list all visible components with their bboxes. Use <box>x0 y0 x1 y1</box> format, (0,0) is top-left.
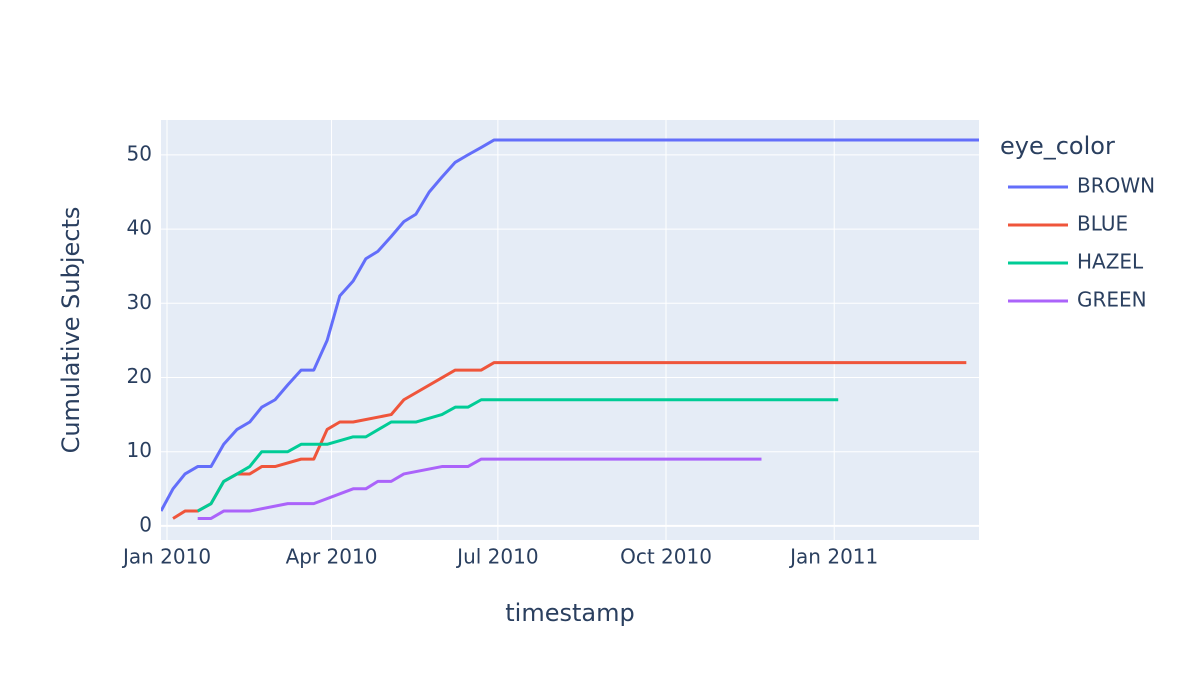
y-tick-label: 30 <box>127 290 152 314</box>
x-tick-label: Apr 2010 <box>286 545 378 569</box>
y-tick-label: 0 <box>139 512 152 536</box>
series-line <box>196 398 839 513</box>
y-tick-label: 20 <box>127 364 152 388</box>
y-axis-title: Cumulative Subjects <box>57 207 85 454</box>
series-line <box>197 457 762 520</box>
y-tick-label: 50 <box>127 141 152 165</box>
x-axis-title: timestamp <box>505 599 634 627</box>
x-tick-label: Jul 2010 <box>455 545 538 569</box>
grid <box>161 120 979 540</box>
x-tick-label: Jan 2010 <box>121 545 211 569</box>
y-tick-label: 40 <box>127 216 152 240</box>
series-line <box>161 138 979 512</box>
y-tick-label: 10 <box>127 438 152 462</box>
x-tick-label: Jan 2011 <box>788 545 878 569</box>
legend-title: eye_color <box>1000 132 1115 160</box>
legend-label: BROWN <box>1077 174 1155 198</box>
plot-background <box>161 120 979 540</box>
legend-label: BLUE <box>1077 212 1128 236</box>
legend-label: HAZEL <box>1077 250 1144 274</box>
legend-label: GREEN <box>1077 288 1147 312</box>
lines <box>161 138 979 520</box>
x-tick-label: Oct 2010 <box>620 545 712 569</box>
